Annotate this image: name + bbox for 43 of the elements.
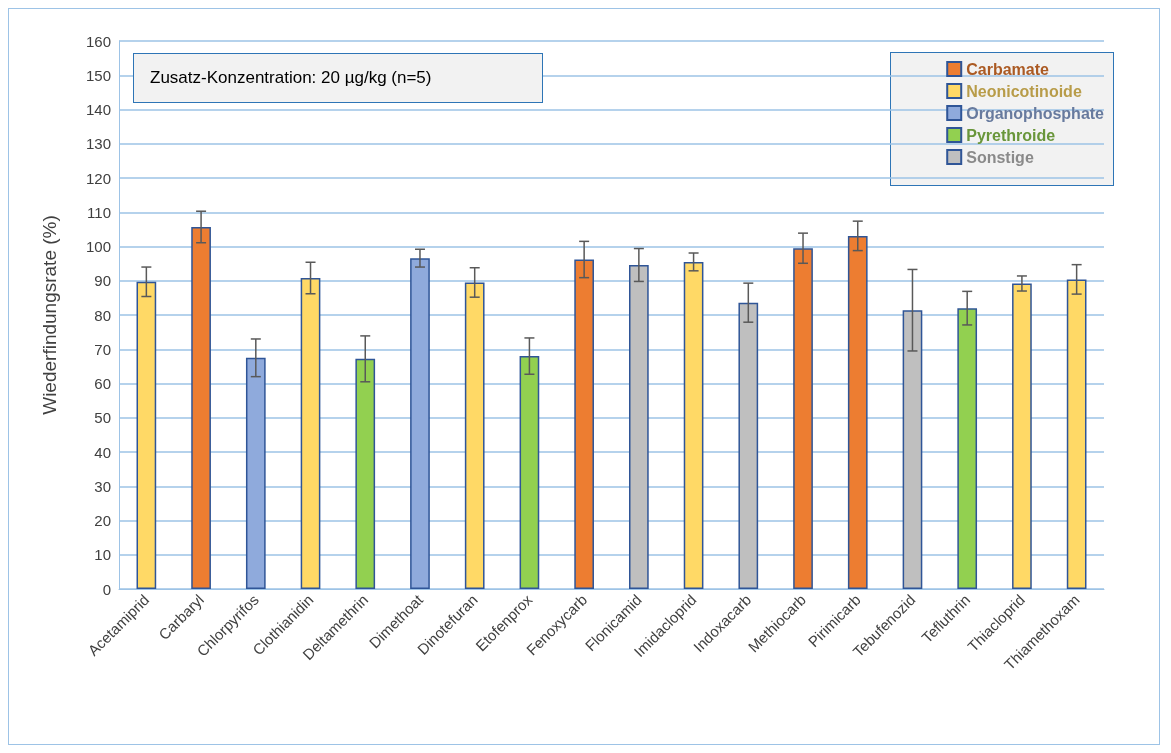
bar [355,358,376,589]
bar [847,235,868,589]
bar [793,248,813,589]
bar [683,261,704,589]
legend-label: Neonicotinoide [966,82,1082,100]
y-tick-label: 60 [94,375,111,392]
legend-label: Organophosphate [966,104,1105,122]
y-tick-label: 100 [85,238,111,255]
y-axis-title: Wiederfindungsrate (%) [39,215,60,415]
bar [410,258,430,589]
y-tick-label: 0 [102,580,111,598]
bar [1012,283,1032,589]
y-tick-label: 20 [94,512,111,529]
y-tick-label: 80 [94,306,111,324]
bar [136,281,157,589]
bar [300,278,321,589]
y-tick-label: 140 [85,101,111,118]
y-tick-label: 40 [94,443,111,461]
y-tick-label: 10 [94,546,111,564]
legend-label: Sonstige [966,148,1034,166]
y-tick-label: 110 [87,203,111,221]
bar [574,259,594,589]
bar [957,308,978,589]
y-tick-label: 90 [94,272,111,290]
y-tick-label: 70 [94,340,111,358]
bar [191,226,211,589]
y-tick-label: 30 [94,477,111,495]
legend-label: Pyrethroide [966,126,1056,144]
y-tick-label: 120 [85,169,111,187]
bar [629,265,649,589]
bar [738,302,759,589]
y-tick-label: 150 [85,66,111,84]
bar [245,357,266,589]
y-tick-label: 160 [85,32,111,50]
annotation: Zusatz-Konzentration: 20 µg/kg (n=5) [150,68,432,88]
bar [1066,279,1087,589]
y-tick-label: 50 [94,409,111,427]
note-panel: Zusatz-Konzentration: 20 µg/kg (n=5) [133,53,543,103]
y-tick-label: 130 [85,135,111,153]
bar [519,356,540,589]
legend-label: Carbamate [966,60,1050,78]
bar [464,282,485,589]
bar [902,310,923,589]
